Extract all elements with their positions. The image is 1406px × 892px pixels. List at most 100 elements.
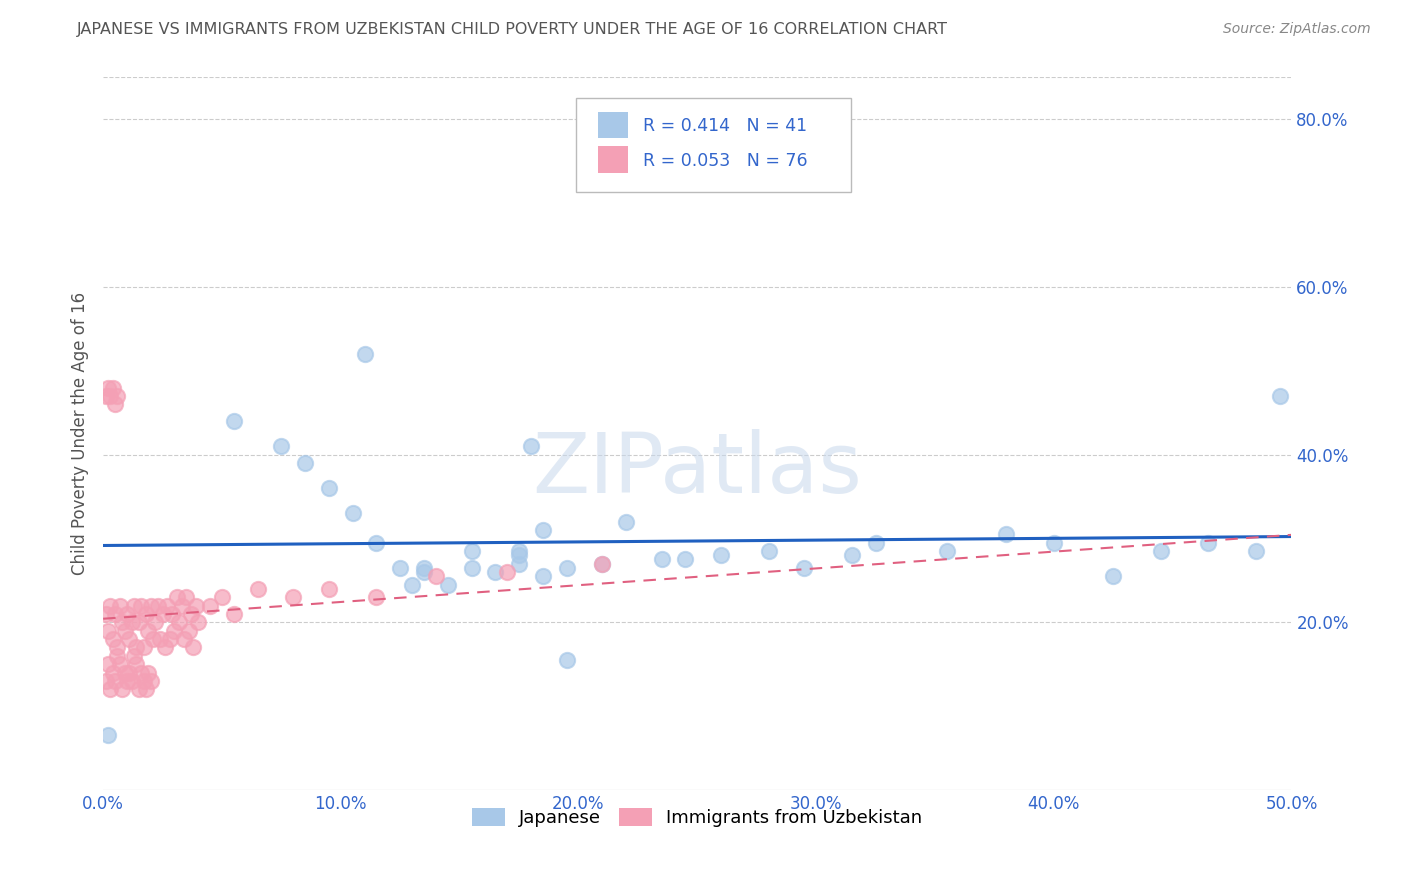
Point (591, 557, 613, 571)
Text: R = 0.414   N = 41: R = 0.414 N = 41 (643, 117, 807, 135)
Point (114, 665, 136, 680)
Point (101, 381, 124, 395)
Point (121, 615, 143, 630)
Point (122, 599, 145, 613)
Point (136, 665, 159, 680)
Point (160, 607, 183, 621)
Point (198, 599, 221, 613)
Point (366, 590, 388, 604)
Point (180, 607, 202, 621)
Point (508, 544, 530, 558)
Point (425, 569, 447, 583)
Point (591, 557, 613, 571)
Point (758, 544, 780, 558)
Point (270, 439, 292, 453)
Point (935, 544, 957, 558)
Point (94, 673, 117, 688)
Point (353, 347, 375, 361)
Point (1197, 535, 1219, 549)
Point (246, 582, 269, 596)
Point (125, 640, 148, 655)
Point (614, 515, 637, 529)
Point (98, 599, 121, 613)
Point (97, 728, 120, 742)
Point (152, 607, 174, 621)
Point (139, 673, 162, 688)
Point (520, 439, 543, 453)
Point (146, 599, 169, 613)
Point (136, 624, 159, 638)
Point (97, 381, 120, 395)
Text: JAPANESE VS IMMIGRANTS FROM UZBEKISTAN CHILD POVERTY UNDER THE AGE OF 16 CORRELA: JAPANESE VS IMMIGRANTS FROM UZBEKISTAN C… (77, 22, 948, 37)
Text: R = 0.053   N = 76: R = 0.053 N = 76 (643, 152, 807, 169)
Point (793, 561, 815, 575)
Point (111, 615, 134, 630)
Point (1102, 569, 1125, 583)
Point (101, 665, 124, 680)
Point (94, 389, 117, 403)
Point (94, 607, 117, 621)
Point (166, 590, 188, 604)
Point (167, 615, 190, 630)
Point (135, 682, 157, 697)
Point (104, 607, 127, 621)
Point (118, 665, 141, 680)
Point (129, 599, 152, 613)
Point (132, 673, 155, 688)
Point (104, 673, 127, 688)
Point (531, 569, 554, 583)
Point (413, 561, 436, 575)
Point (170, 599, 193, 613)
Point (125, 657, 148, 672)
Point (318, 582, 340, 596)
Point (111, 682, 134, 697)
Point (531, 523, 554, 537)
Point (153, 640, 176, 655)
Point (128, 682, 150, 697)
Point (1042, 535, 1064, 549)
Point (460, 561, 482, 575)
Point (159, 632, 181, 646)
Point (122, 648, 145, 663)
Point (163, 624, 186, 638)
Point (283, 590, 305, 604)
Y-axis label: Child Poverty Under the Age of 16: Child Poverty Under the Age of 16 (72, 292, 89, 575)
Point (176, 590, 198, 604)
Point (135, 607, 157, 621)
Point (129, 665, 152, 680)
Point (1268, 389, 1291, 403)
Point (115, 607, 138, 621)
Point (484, 565, 506, 579)
Point (105, 640, 128, 655)
Point (436, 577, 458, 591)
Point (460, 544, 482, 558)
Point (413, 565, 436, 579)
Point (115, 673, 138, 688)
Point (841, 548, 863, 562)
Point (555, 561, 578, 575)
Point (108, 657, 131, 672)
Point (149, 632, 172, 646)
Point (118, 632, 141, 646)
Point (389, 561, 412, 575)
Point (211, 590, 233, 604)
Point (184, 599, 207, 613)
Point (145, 615, 167, 630)
Point (114, 624, 136, 638)
Point (108, 599, 131, 613)
Point (98, 389, 121, 403)
Point (508, 548, 530, 562)
Point (156, 599, 179, 613)
Point (173, 632, 195, 646)
Point (121, 673, 143, 688)
Point (222, 414, 245, 428)
Point (496, 565, 519, 579)
Point (673, 552, 696, 566)
Point (128, 615, 150, 630)
Point (294, 456, 316, 470)
Point (139, 599, 162, 613)
Point (1244, 544, 1267, 558)
Point (187, 615, 209, 630)
Point (97, 624, 120, 638)
Point (183, 640, 205, 655)
